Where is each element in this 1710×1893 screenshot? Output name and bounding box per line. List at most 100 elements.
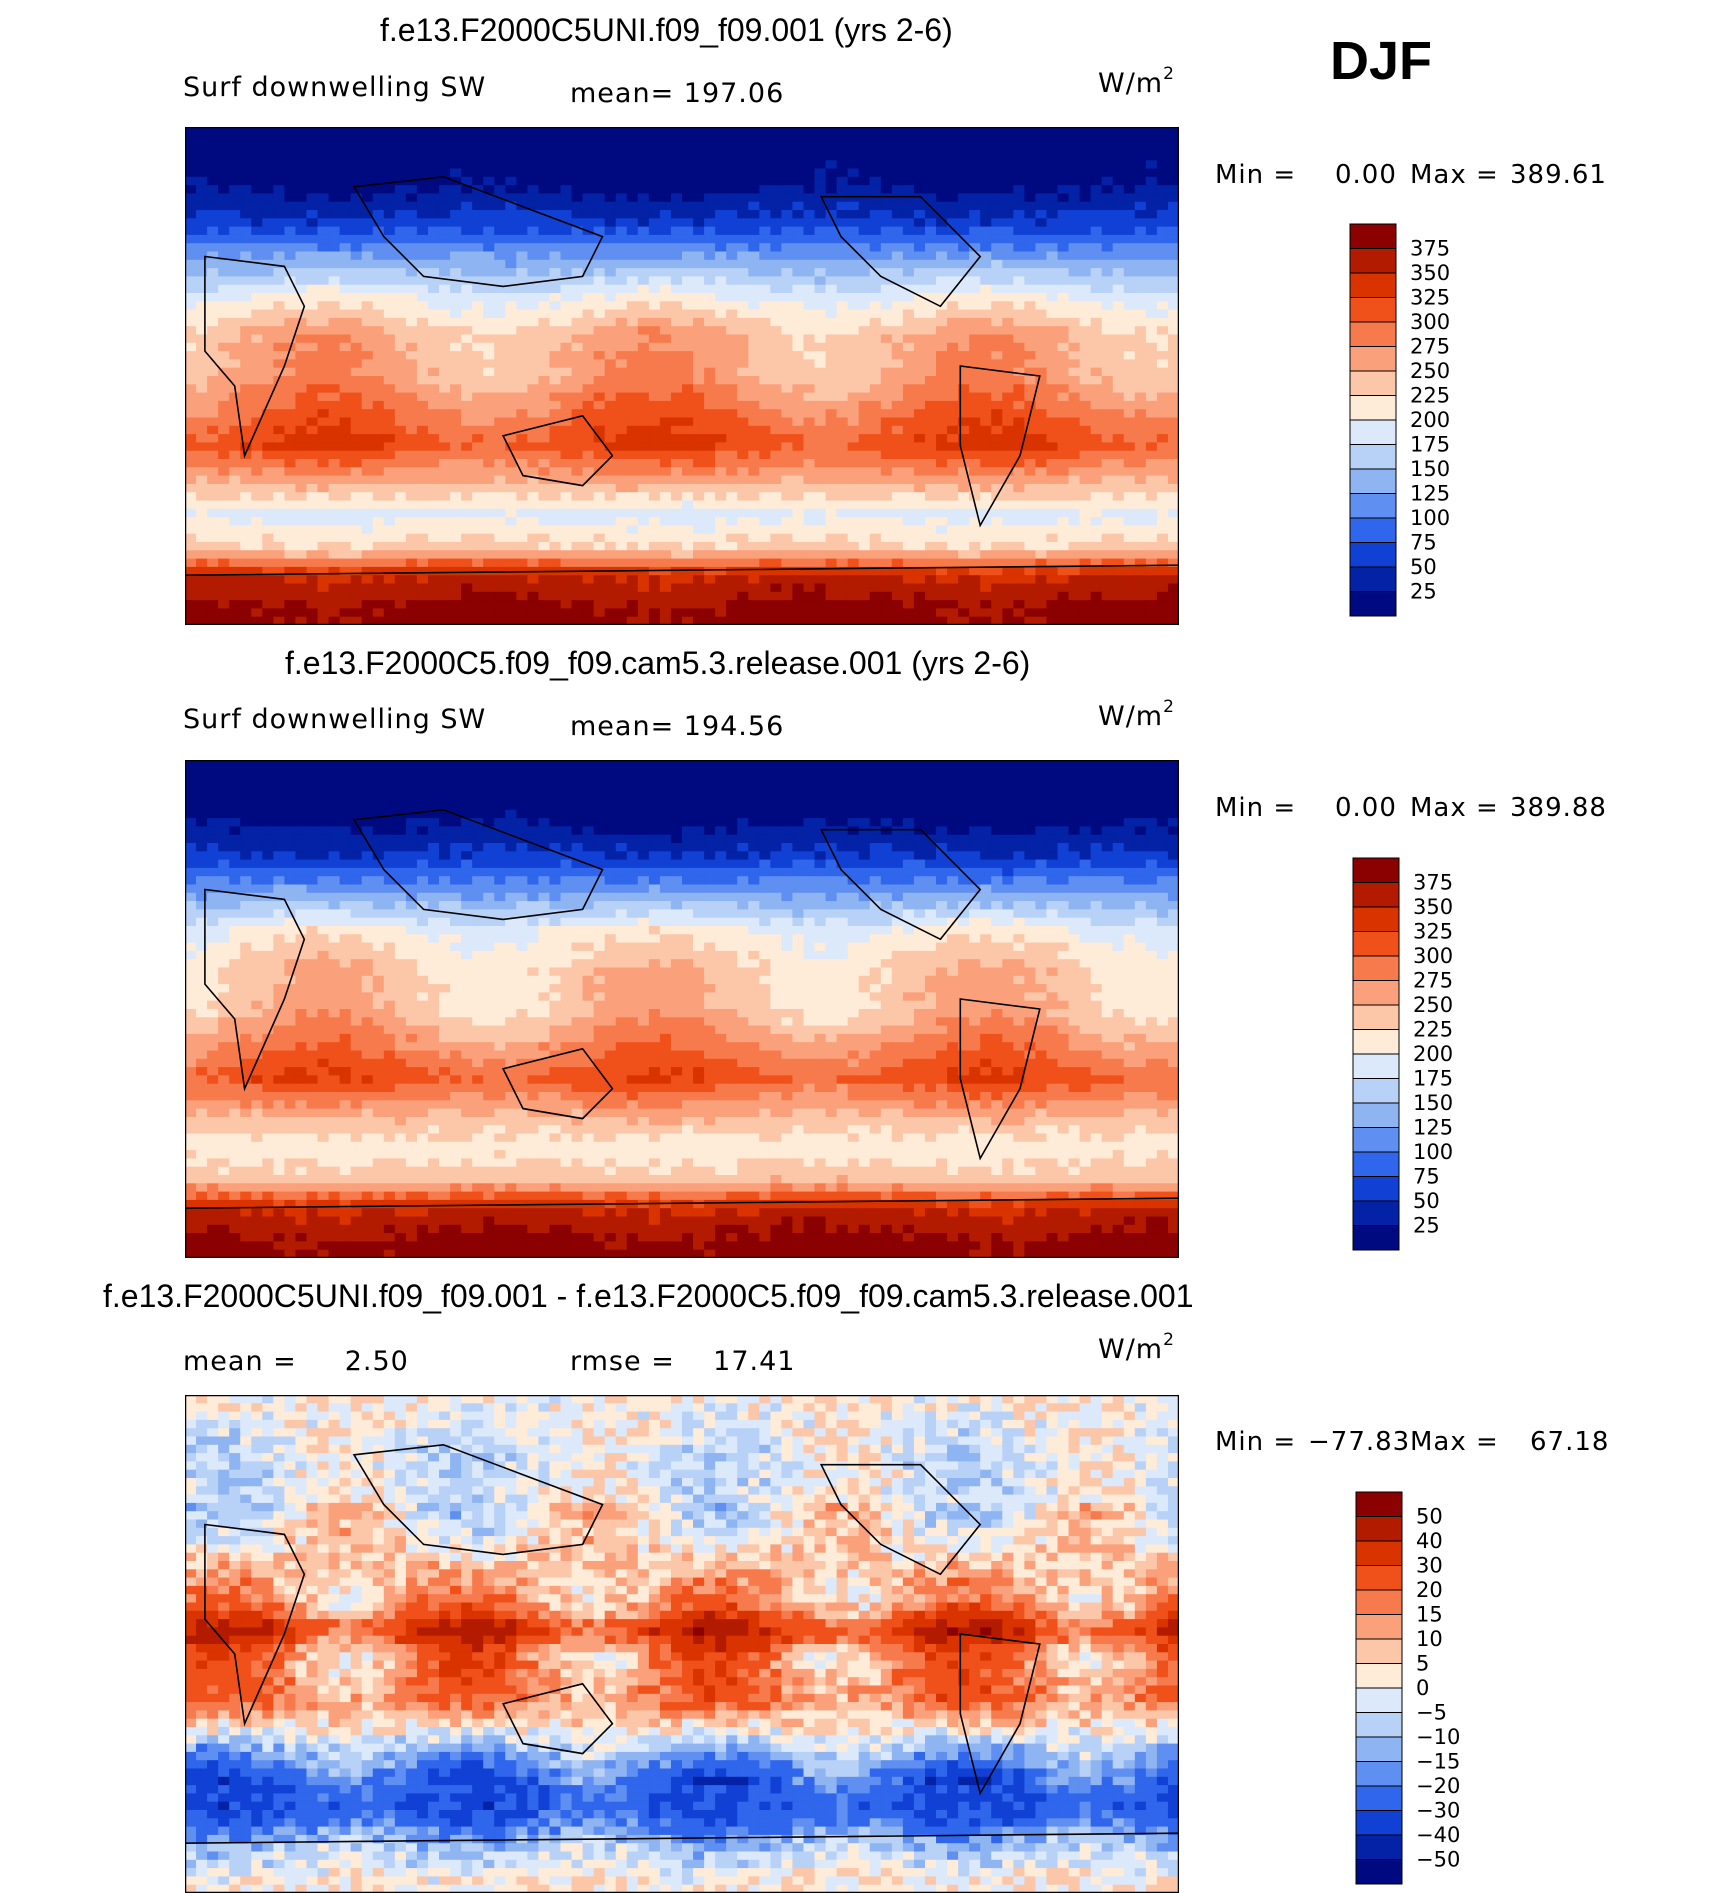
map-cell: [648, 176, 661, 186]
map-cell: [936, 185, 948, 194]
map-cell: [372, 434, 385, 443]
map-cell: [1123, 226, 1136, 236]
map-cell: [361, 500, 374, 510]
map-cell: [416, 268, 429, 277]
map-cell: [659, 367, 672, 377]
map-cell: [328, 450, 341, 460]
map-cell: [1002, 575, 1014, 585]
map-cell: [549, 475, 562, 485]
map-cell: [1123, 566, 1136, 576]
map-cell: [1101, 442, 1114, 452]
map-cell: [958, 317, 970, 327]
map-cell: [803, 268, 816, 277]
map-cell: [670, 450, 683, 460]
map-cell: [549, 508, 562, 518]
map-cell: [991, 376, 1003, 385]
map-cell: [218, 525, 230, 535]
map-cell: [538, 284, 551, 294]
map-cell: [958, 127, 970, 136]
map-cell: [416, 359, 429, 369]
map-cell: [527, 500, 540, 510]
map-cell: [814, 226, 827, 236]
map-cell: [262, 243, 274, 253]
map-cell: [505, 367, 517, 377]
map-cell: [748, 434, 760, 443]
map-cell: [593, 359, 606, 369]
map-cell: [891, 467, 904, 477]
map-cell: [858, 417, 871, 427]
map-cell: [1134, 442, 1147, 452]
map-cell: [361, 293, 374, 302]
map-cell: [1101, 334, 1114, 344]
map-cell: [339, 525, 352, 535]
map-cell: [593, 525, 606, 535]
map-cell: [1079, 293, 1092, 302]
map-cell: [792, 475, 805, 485]
map-cell: [803, 376, 816, 385]
map-cell: [847, 417, 860, 427]
map-cell: [1101, 218, 1114, 228]
map-cell: [483, 583, 495, 593]
map-cell: [825, 425, 838, 435]
map-cell: [626, 450, 639, 460]
map-cell: [405, 392, 418, 402]
map-cell: [185, 218, 197, 228]
map-cell: [372, 168, 385, 178]
map-cell: [980, 359, 992, 369]
map-cell: [913, 334, 926, 344]
map-cell: [372, 176, 385, 186]
map-cell: [1090, 135, 1103, 145]
map-cell: [604, 168, 617, 178]
map-cell: [295, 533, 308, 543]
map-cell: [295, 234, 308, 244]
map-cell: [472, 326, 484, 336]
map-cell: [913, 276, 926, 286]
map-cell: [604, 425, 617, 435]
map-cell: [284, 508, 297, 518]
map-cell: [405, 301, 418, 311]
map-cell: [1145, 500, 1158, 510]
map-cell: [615, 442, 628, 452]
map-cell: [1013, 492, 1025, 502]
map-cell: [770, 351, 782, 360]
map-cell: [682, 201, 694, 211]
map-cell: [461, 442, 473, 452]
map-cell: [1013, 450, 1025, 460]
map-cell: [383, 450, 396, 460]
map-cell: [1156, 500, 1169, 510]
map-cell: [295, 542, 308, 551]
map-cell: [1068, 293, 1081, 302]
map-cell: [615, 517, 628, 526]
map-cell: [571, 542, 584, 551]
map-cell: [958, 135, 970, 145]
map-cell: [273, 550, 285, 560]
map-cell: [670, 160, 683, 170]
map-cell: [251, 259, 263, 269]
map-cell: [383, 293, 396, 302]
map-cell: [880, 517, 893, 526]
map-cell: [593, 475, 606, 485]
map-cell: [1013, 500, 1025, 510]
map-cell: [472, 193, 484, 203]
map-cell: [1068, 558, 1081, 568]
map-cell: [361, 135, 374, 145]
map-cell: [880, 210, 893, 219]
map-cell: [637, 143, 650, 153]
map-cell: [924, 334, 937, 344]
map-cell: [461, 525, 473, 535]
map-cell: [416, 342, 429, 352]
map-cell: [626, 251, 639, 261]
map-cell: [284, 127, 297, 136]
map-cell: [682, 392, 694, 402]
map-cell: [416, 127, 429, 136]
map-cell: [273, 351, 285, 360]
map-cell: [1123, 450, 1136, 460]
map-cell: [372, 151, 385, 161]
map-cell: [273, 425, 285, 435]
map-cell: [715, 293, 727, 302]
map-cell: [439, 359, 451, 369]
map-cell: [604, 251, 617, 261]
map-cell: [1134, 558, 1147, 568]
map-cell: [284, 409, 297, 419]
map-cell: [295, 243, 308, 253]
